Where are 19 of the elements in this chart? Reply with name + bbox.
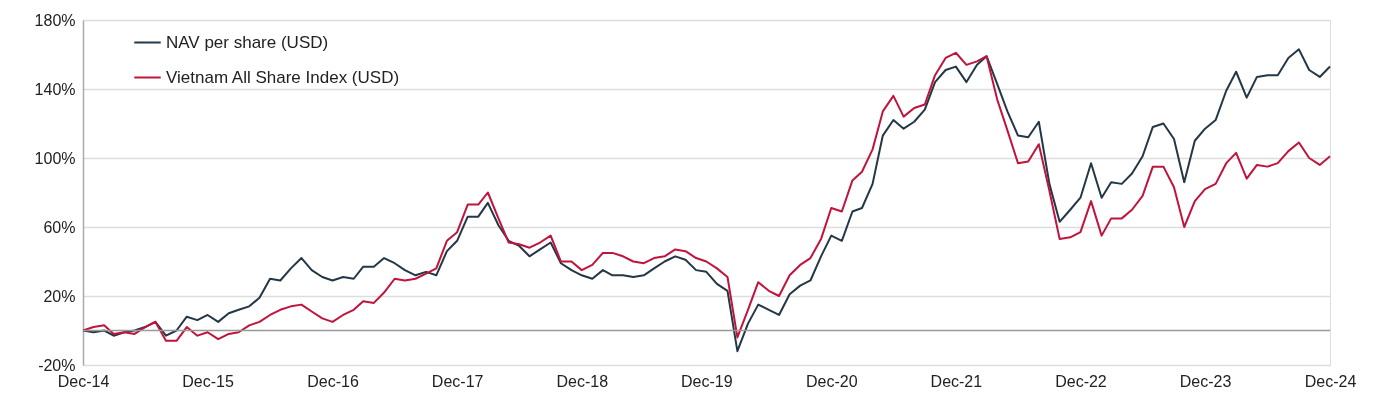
x-tick-label: Dec-17: [431, 372, 484, 390]
x-tick-label: Dec-22: [1055, 372, 1107, 390]
y-tick-label: 60%: [43, 218, 76, 236]
y-tick-label: -20%: [38, 356, 76, 374]
x-tick-label: Dec-14: [57, 372, 110, 390]
y-tick-label: 20%: [43, 287, 76, 305]
x-tick-label: Dec-18: [556, 372, 609, 390]
legend-label: Vietnam All Share Index (USD): [166, 67, 400, 87]
legend-label: NAV per share (USD): [166, 32, 329, 52]
y-tick-label: 180%: [34, 11, 76, 29]
x-tick-label: Dec-15: [182, 372, 234, 390]
y-tick-label: 140%: [34, 80, 76, 98]
x-tick-label: Dec-16: [307, 372, 359, 390]
y-tick-label: 100%: [34, 149, 76, 167]
x-tick-label: Dec-19: [681, 372, 733, 390]
x-tick-label: Dec-20: [805, 372, 858, 390]
x-tick-label: Dec-24: [1304, 372, 1357, 390]
x-tick-label: Dec-23: [1179, 372, 1232, 390]
x-tick-label: Dec-21: [930, 372, 983, 390]
